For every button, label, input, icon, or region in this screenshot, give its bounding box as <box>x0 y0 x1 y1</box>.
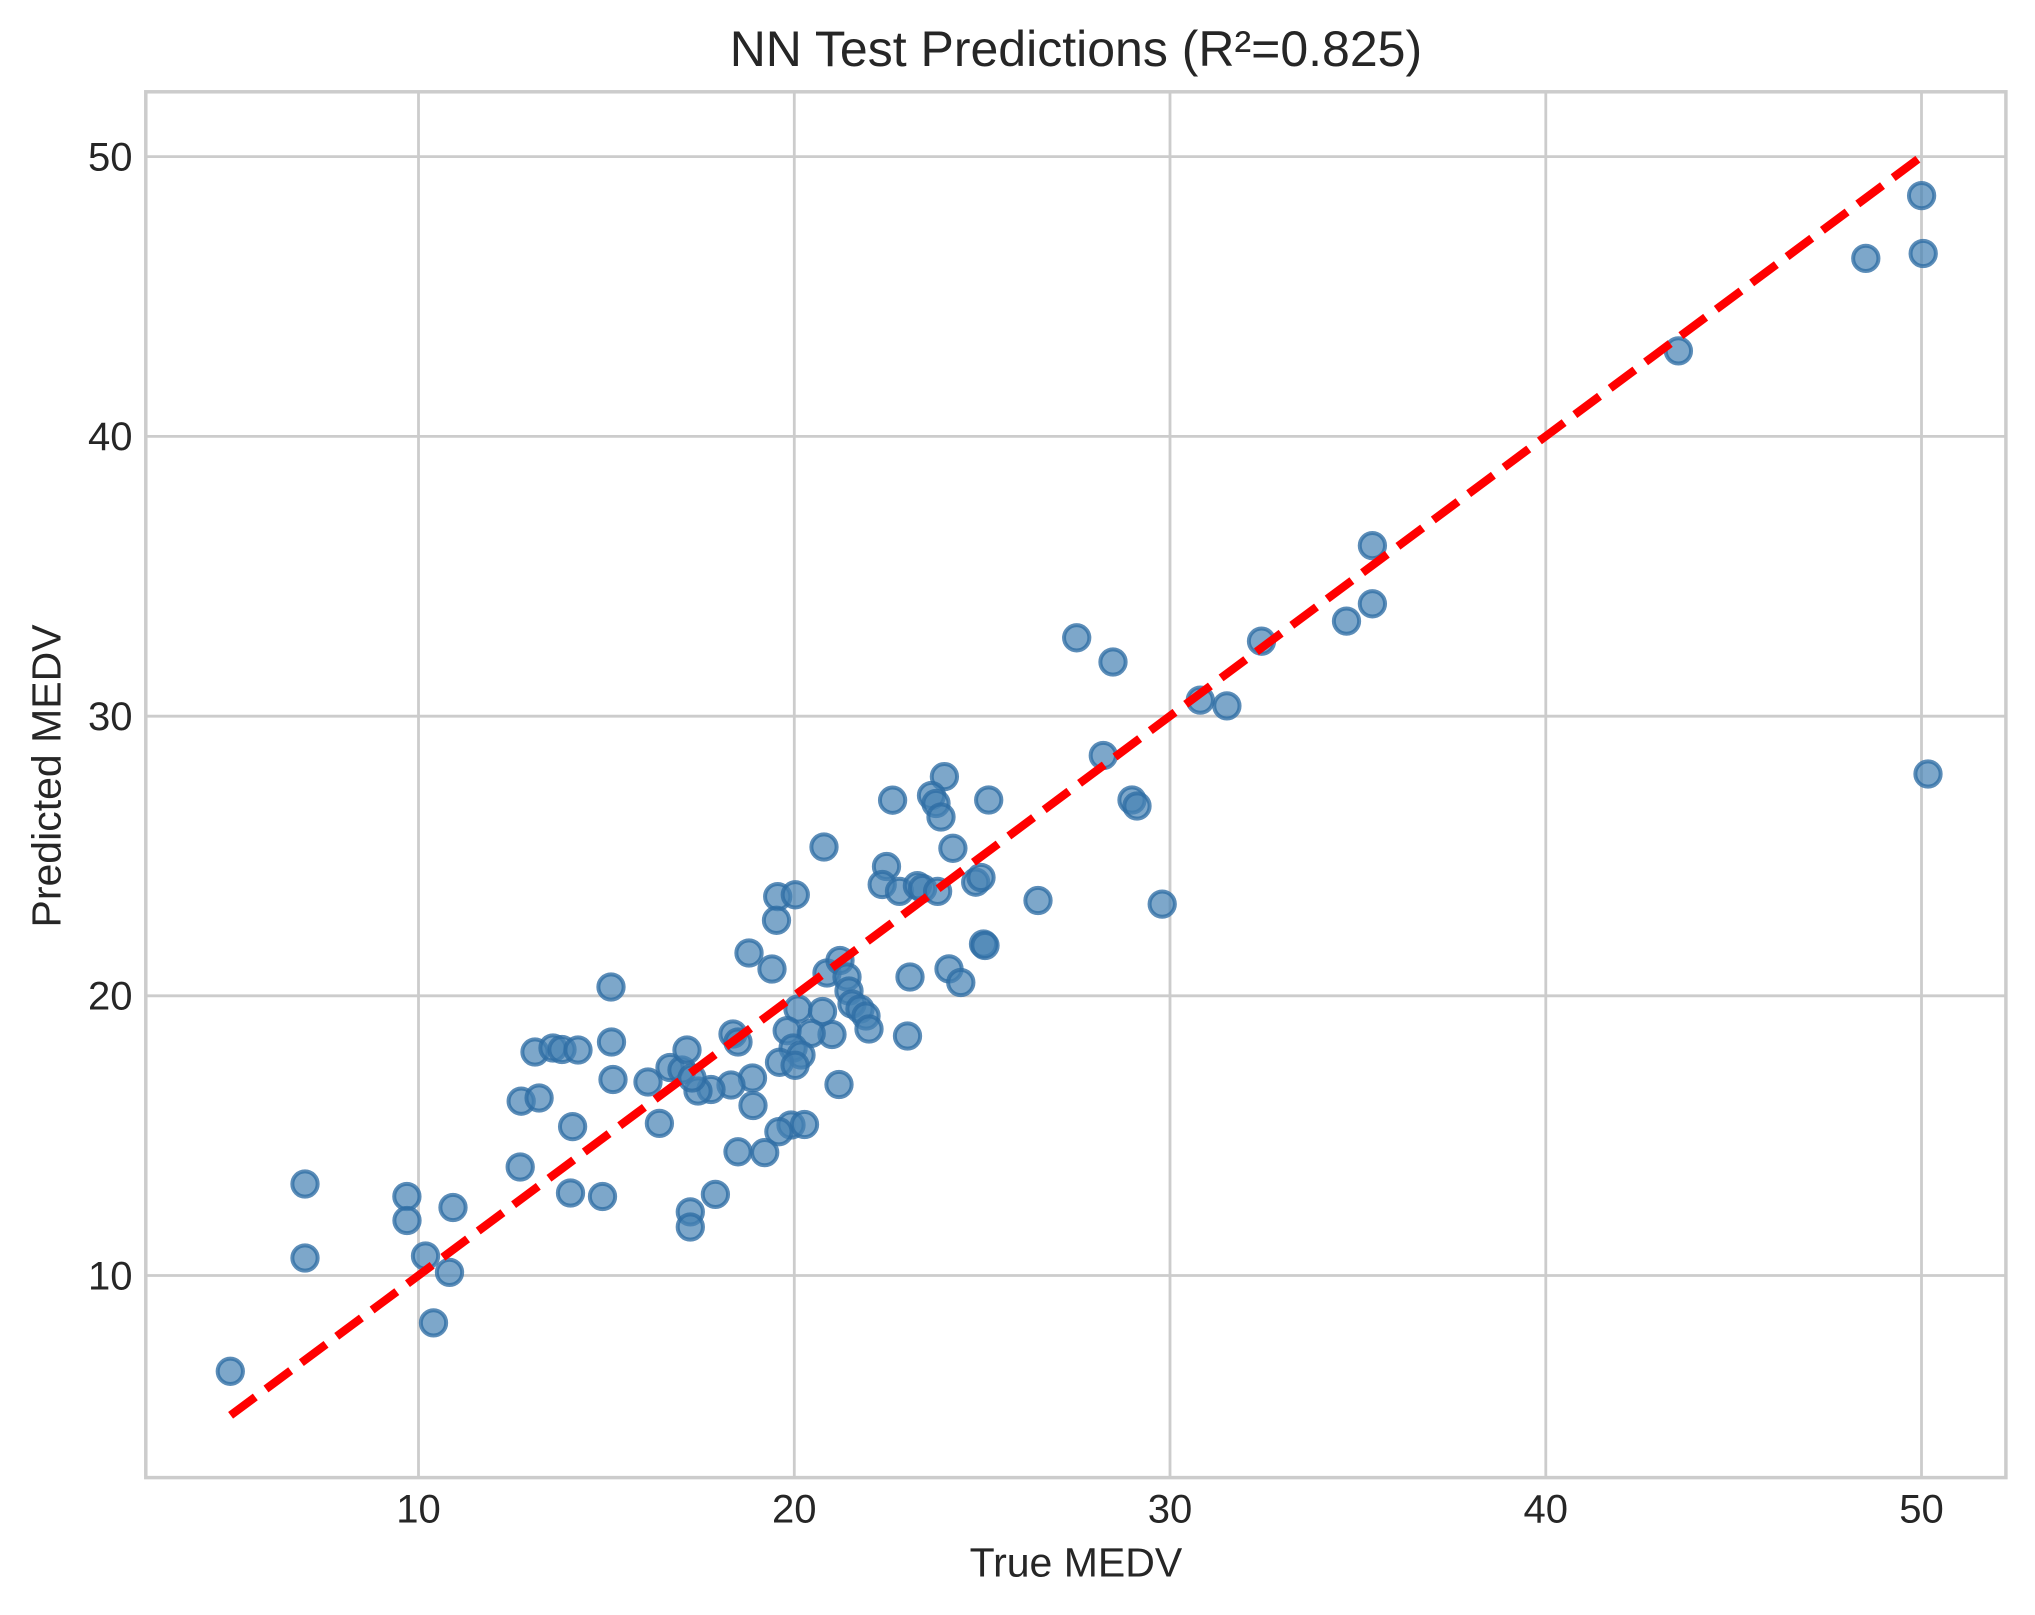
svg-text:30: 30 <box>1148 1487 1193 1531</box>
svg-text:NN Test Predictions (R²=0.825): NN Test Predictions (R²=0.825) <box>730 21 1422 77</box>
svg-text:40: 40 <box>1524 1487 1569 1531</box>
svg-text:40: 40 <box>88 415 133 459</box>
svg-text:10: 10 <box>396 1487 441 1531</box>
svg-text:20: 20 <box>88 975 133 1019</box>
svg-text:10: 10 <box>88 1254 133 1298</box>
svg-text:20: 20 <box>772 1487 817 1531</box>
svg-text:50: 50 <box>88 135 133 179</box>
svg-text:30: 30 <box>88 695 133 739</box>
svg-text:Predicted MEDV: Predicted MEDV <box>23 624 69 928</box>
svg-text:50: 50 <box>1899 1487 1944 1531</box>
svg-text:True MEDV: True MEDV <box>970 1540 1183 1586</box>
